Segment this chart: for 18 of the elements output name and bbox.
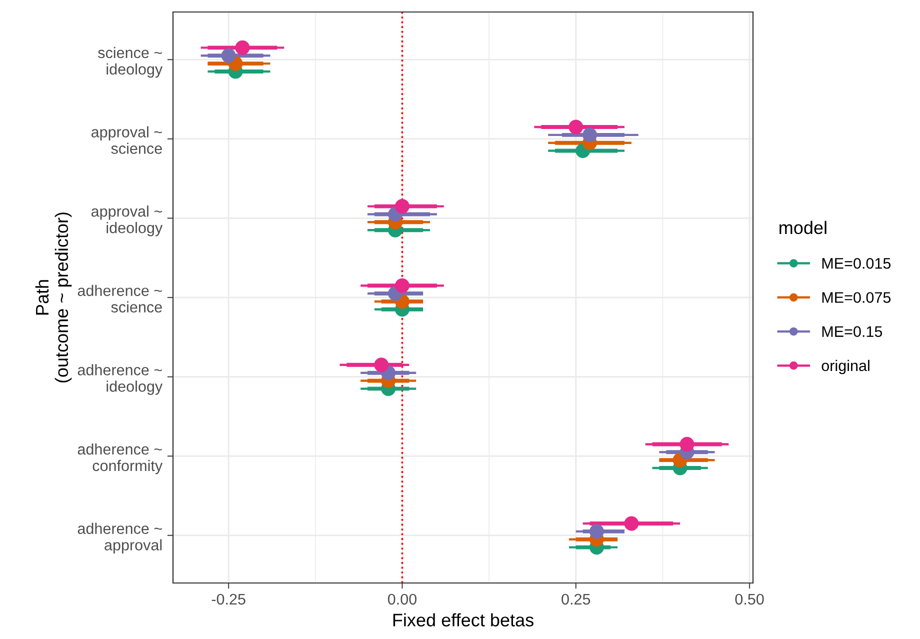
y-tick-label: science ~ ideology <box>98 46 163 78</box>
x-tick-label: 0.25 <box>562 594 590 605</box>
y-tick-label: approval ~ science <box>91 126 162 154</box>
y-tick-label: approval ~ ideology <box>91 206 163 236</box>
y-axis-title: Path (outcome ~ predictor) <box>35 212 72 382</box>
legend-label: ME=0.015 <box>822 258 891 269</box>
x-tick-label: 0.00 <box>388 594 416 605</box>
x-tick-label: 0.50 <box>735 594 764 605</box>
legend-title: model <box>780 220 826 234</box>
y-tick-label: adherence ~ science <box>78 284 162 313</box>
y-tick-label: adherence ~ conformity <box>78 443 163 474</box>
y-tick-label: adherence ~ approval <box>78 522 162 554</box>
x-axis-title: Fixed effect betas <box>393 613 534 626</box>
y-tick-label: adherence ~ ideology <box>78 364 163 395</box>
legend-label: ME=0.15 <box>822 326 882 337</box>
legend-label: ME=0.075 <box>822 292 891 303</box>
legend-label: original <box>822 360 870 374</box>
x-tick-label: -0.25 <box>212 594 246 605</box>
